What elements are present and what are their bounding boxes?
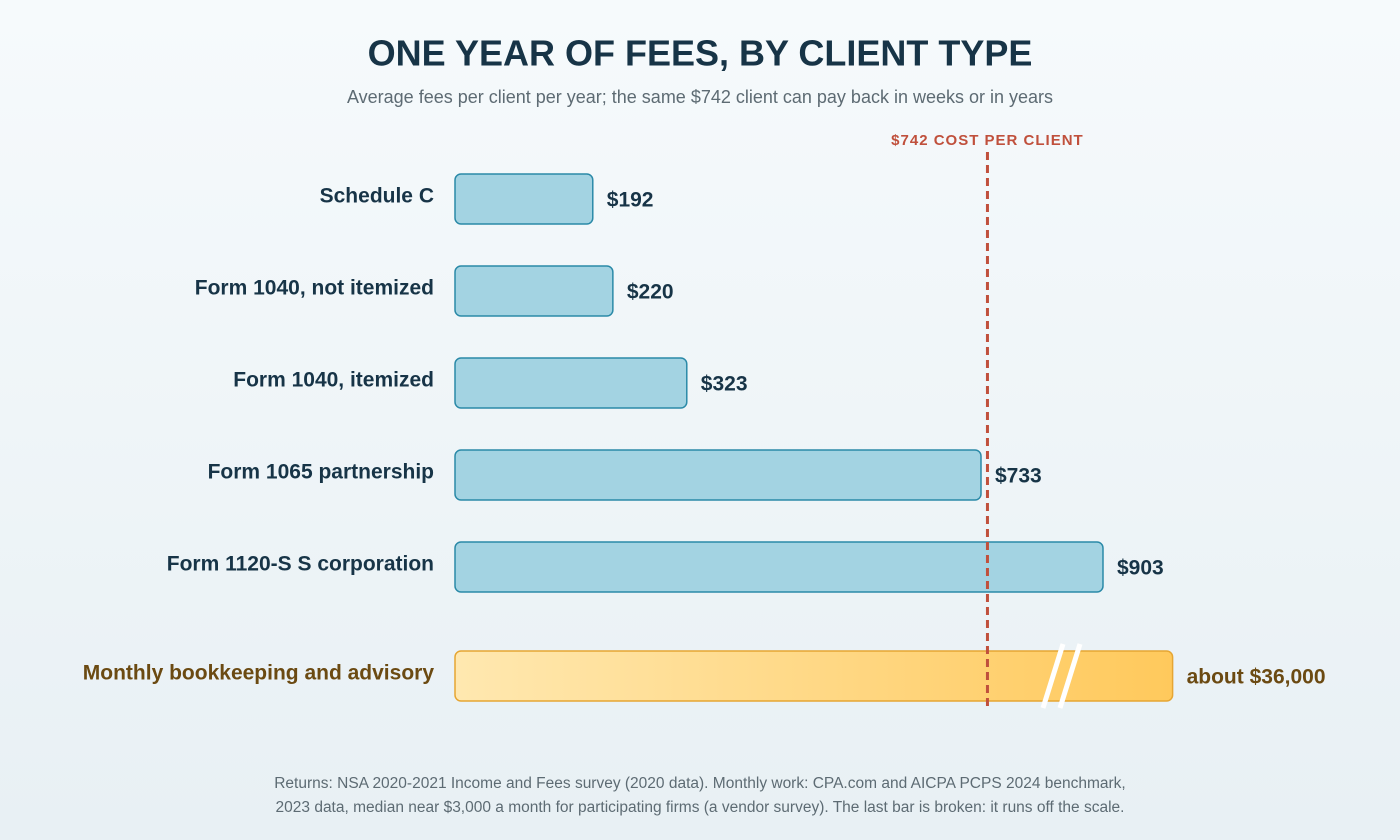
value-label: $323 [701, 373, 748, 396]
break-mark [1057, 643, 1083, 709]
footnote: Returns: NSA 2020-2021 Income and Fees s… [274, 775, 1126, 792]
value-label: $220 [627, 281, 674, 304]
bar [454, 541, 1104, 593]
value-label: about $36,000 [1187, 666, 1326, 689]
bar [454, 650, 1174, 702]
value-label: $192 [607, 189, 654, 212]
chart-subtitle: Average fees per client per year; the sa… [347, 87, 1053, 107]
category-label: Form 1040, not itemized [195, 277, 434, 300]
value-label: $733 [995, 465, 1042, 488]
bar [454, 449, 982, 501]
value-label: $903 [1117, 557, 1164, 580]
category-label: Form 1065 partnership [208, 461, 434, 484]
footnote: 2023 data, median near $3,000 a month fo… [276, 799, 1125, 816]
category-label: Schedule C [320, 185, 434, 208]
reference-label: $742 COST PER CLIENT [891, 132, 1084, 149]
category-label: Form 1040, itemized [233, 369, 434, 392]
bar [454, 357, 688, 409]
category-label: Form 1120-S S corporation [167, 553, 434, 576]
bar [454, 173, 594, 225]
break-mark [1040, 643, 1066, 709]
category-label: Monthly bookkeeping and advisory [83, 662, 435, 685]
chart-title: ONE YEAR OF FEES, BY CLIENT TYPE [368, 33, 1033, 74]
bar [454, 265, 614, 317]
